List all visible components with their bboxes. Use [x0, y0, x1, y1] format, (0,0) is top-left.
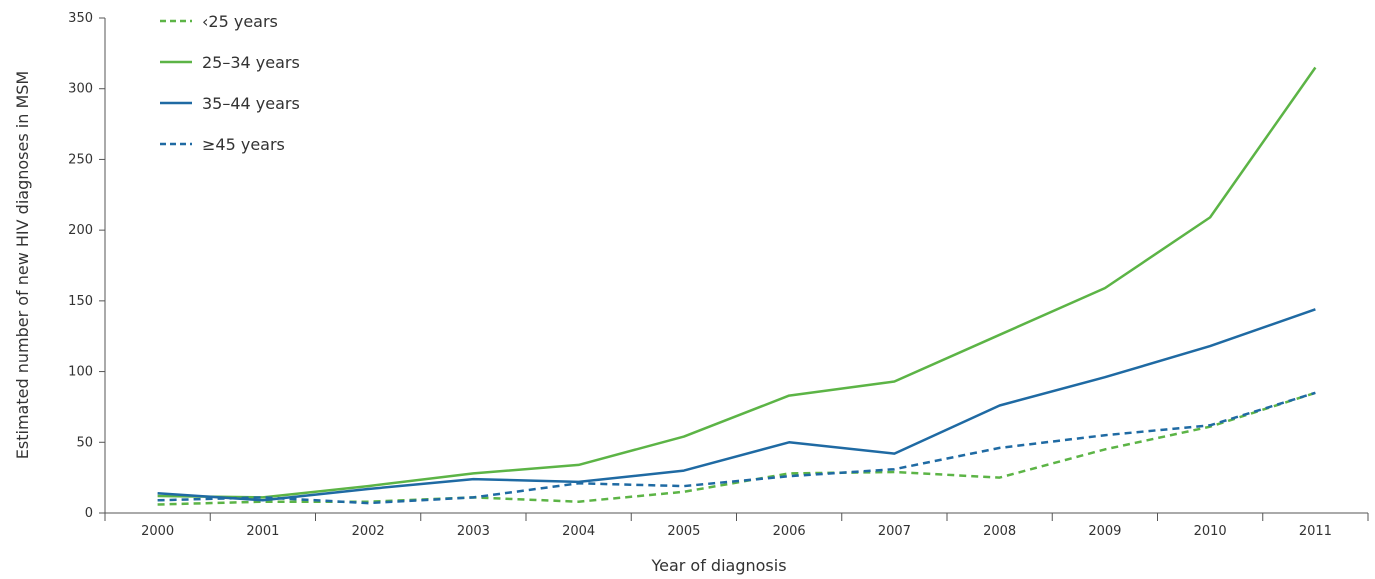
x-tick-label: 2002	[352, 524, 385, 539]
x-tick-label: 2009	[1088, 524, 1121, 539]
x-tick-label: 2010	[1194, 524, 1227, 539]
series-line-2	[157, 66, 1317, 499]
y-tick-label: 100	[68, 365, 93, 380]
legend-label-1: ‹25 years	[202, 12, 278, 31]
series-line-3	[157, 308, 1316, 502]
x-tick-label: 2001	[246, 524, 279, 539]
y-tick-label: 300	[68, 82, 93, 97]
x-axis-title: Year of diagnosis	[650, 556, 786, 575]
y-tick-label: 250	[68, 152, 93, 167]
x-tick-label: 2003	[457, 524, 490, 539]
series-layer	[157, 66, 1317, 506]
x-axis: 2000 2001 2002 2003 2004 2005 2006 2007 2008 2009…	[104, 512, 1369, 539]
legend-label-2: 25–34 years	[202, 53, 300, 72]
x-tick-label: 2000	[141, 524, 174, 539]
x-tick-label: 2006	[773, 524, 806, 539]
y-tick-label: 0	[85, 506, 93, 521]
x-tick-label: 2011	[1299, 524, 1332, 539]
y-axis: 0 50 100 150 200 250 300 350	[68, 11, 106, 521]
y-tick-label: 200	[68, 223, 93, 238]
y-tick-label: 150	[68, 294, 93, 309]
y-tick-label: 350	[68, 11, 93, 26]
series-line-1	[157, 391, 1316, 506]
legend-label-4: ≥45 years	[202, 135, 285, 154]
x-tick-label: 2008	[983, 524, 1016, 539]
legend-label-3: 35–44 years	[202, 94, 300, 113]
series-line-4	[157, 391, 1316, 505]
y-axis-title: Estimated number of new HIV diagnoses in…	[13, 71, 32, 459]
x-tick-label: 2005	[667, 524, 700, 539]
x-tick-label: 2004	[562, 524, 595, 539]
x-tick-label: 2007	[878, 524, 911, 539]
legend: ‹25 years 25–34 years 35–44 years ≥45 years	[160, 12, 300, 154]
y-tick-label: 50	[76, 435, 93, 450]
